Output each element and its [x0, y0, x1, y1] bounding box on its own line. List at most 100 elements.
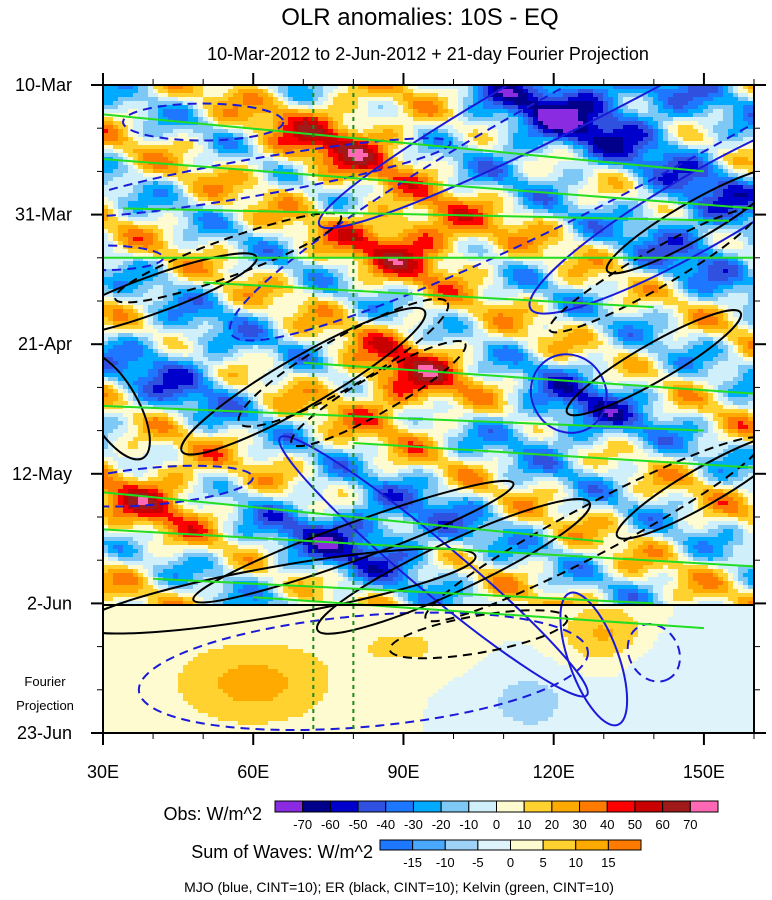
heat-cell [103, 133, 109, 138]
heat-cell [503, 233, 509, 238]
heat-cell [608, 113, 614, 118]
heat-cell [598, 161, 604, 166]
heat-cell [238, 133, 244, 138]
heat-cell [603, 217, 609, 222]
heat-cell [703, 173, 709, 178]
heat-cell [678, 125, 684, 130]
heat-cell [163, 105, 169, 110]
heat-cell [183, 237, 189, 242]
heat-cell [583, 169, 589, 174]
heat-cell [473, 221, 479, 226]
heat-cell [183, 201, 189, 206]
heat-cell [533, 217, 539, 222]
heat-cell [668, 161, 674, 166]
heat-cell [433, 93, 439, 98]
heat-cell [488, 129, 494, 134]
heat-cell [693, 129, 699, 134]
heat-cell [263, 101, 269, 106]
heat-cell [403, 193, 409, 198]
heat-cell [138, 173, 144, 178]
heat-cell [663, 181, 669, 186]
heat-cell [108, 181, 114, 186]
heat-cell [133, 117, 139, 122]
heat-cell [748, 169, 754, 174]
heat-cell [578, 109, 584, 114]
heat-cell [148, 169, 154, 174]
heat-cell [588, 97, 594, 102]
heat-cell [338, 205, 344, 210]
heat-cell [288, 133, 294, 138]
heat-cell [363, 221, 369, 226]
heat-cell [133, 229, 139, 234]
heat-cell [408, 105, 414, 110]
heat-cell [568, 213, 574, 218]
heat-cell [488, 193, 494, 198]
heat-cell [408, 149, 414, 154]
heat-cell [528, 185, 534, 190]
heat-cell [178, 117, 184, 122]
heat-cell [373, 149, 379, 154]
heat-cell [268, 133, 274, 138]
heat-cell [568, 133, 574, 138]
heat-cell [468, 101, 474, 106]
heat-cell [123, 89, 129, 94]
heat-cell [338, 149, 344, 154]
heat-cell [233, 145, 239, 150]
heat-cell [193, 85, 199, 90]
heat-cell [458, 137, 464, 142]
heat-cell [168, 237, 174, 242]
heat-cell [708, 173, 714, 178]
heat-cell [353, 193, 359, 198]
heat-cell [133, 89, 139, 94]
heat-cell [268, 93, 274, 98]
heat-cell [263, 193, 269, 198]
heat-cell [363, 233, 369, 238]
heat-cell [668, 137, 674, 142]
heat-cell [278, 137, 284, 142]
heat-cell [288, 233, 294, 238]
heat-cell [633, 125, 639, 130]
heat-cell [708, 185, 714, 190]
heat-cell [263, 205, 269, 210]
heat-cell [293, 205, 299, 210]
heat-cell [198, 157, 204, 162]
heat-cell [678, 189, 684, 194]
heat-cell [388, 169, 394, 174]
heat-cell [258, 233, 264, 238]
heat-cell [338, 125, 344, 130]
heat-cell [268, 229, 274, 234]
heat-cell [248, 129, 254, 134]
heat-cell [503, 177, 509, 182]
heat-cell [233, 221, 239, 226]
heat-cell [463, 153, 469, 158]
heat-cell [698, 173, 704, 178]
heat-cell [378, 161, 384, 166]
heat-cell [428, 161, 434, 166]
heat-cell [623, 93, 629, 98]
heat-cell [648, 205, 654, 210]
heat-cell [243, 145, 249, 150]
heat-cell [158, 193, 164, 198]
heat-cell [103, 229, 109, 234]
heat-cell [318, 205, 324, 210]
heat-cell [628, 177, 634, 182]
heat-cell [548, 133, 554, 138]
heat-cell [748, 209, 754, 214]
heat-cell [583, 165, 589, 170]
heat-cell [218, 121, 224, 126]
heat-cell [158, 205, 164, 210]
heat-cell [698, 137, 704, 142]
heat-cell [358, 101, 364, 106]
heat-cell [523, 101, 529, 106]
heat-cell [233, 117, 239, 122]
heat-cell [418, 201, 424, 206]
heat-cell [403, 233, 409, 238]
heat-cell [103, 85, 109, 90]
heat-cell [363, 117, 369, 122]
heat-cell [328, 149, 334, 154]
heat-cell [403, 213, 409, 218]
heat-cell [253, 137, 259, 142]
heat-cell [208, 209, 214, 214]
heat-cell [158, 121, 164, 126]
heat-cell [573, 177, 579, 182]
